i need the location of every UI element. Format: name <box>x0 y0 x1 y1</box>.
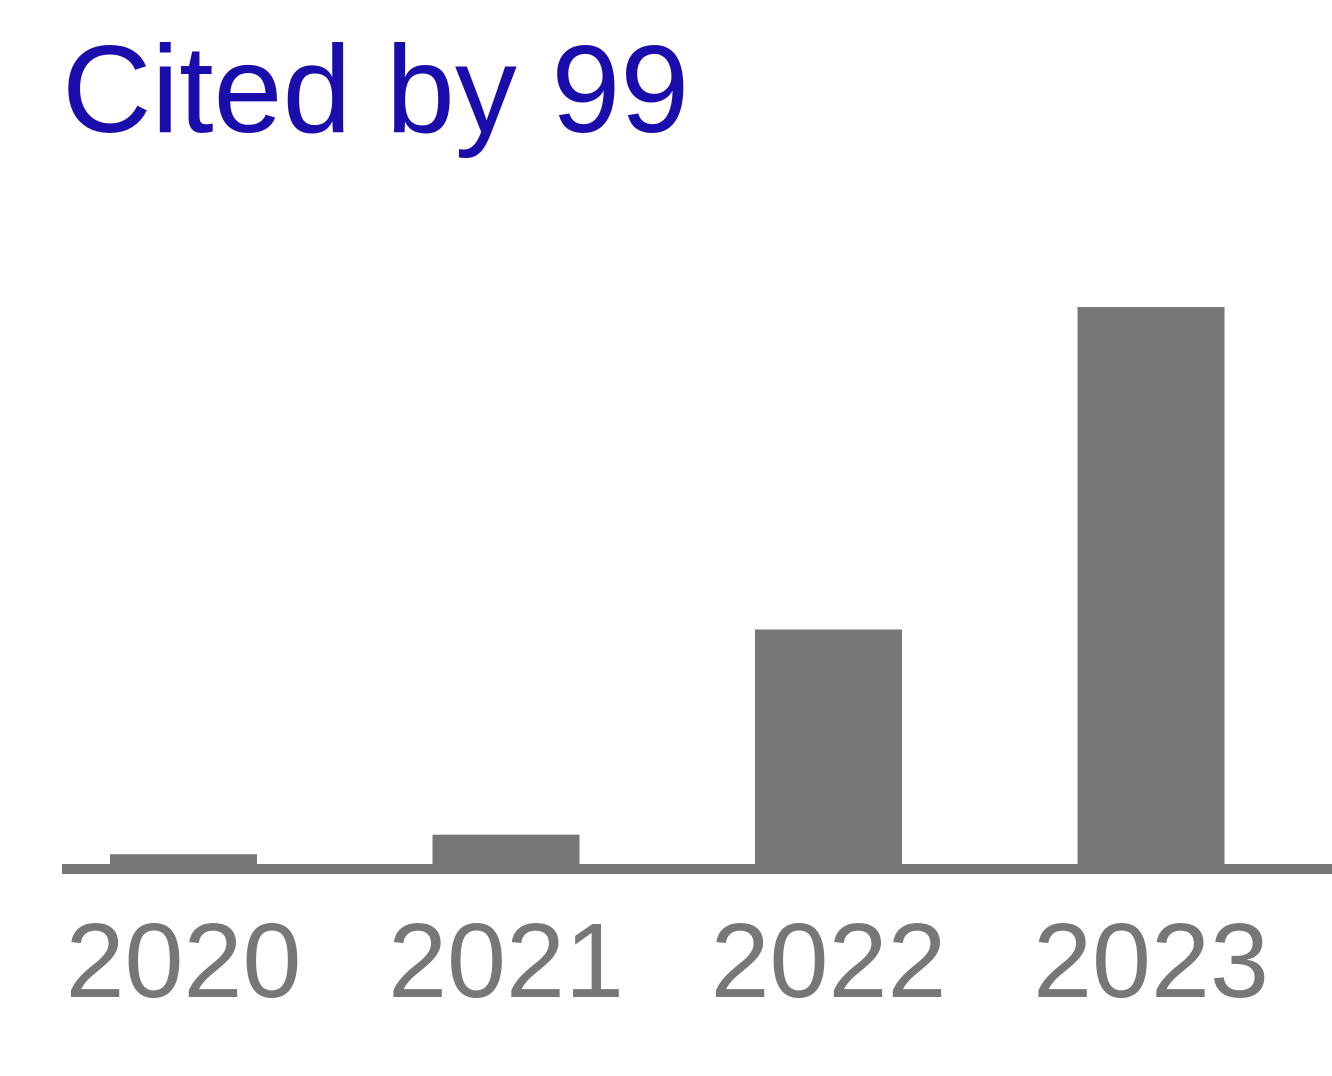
bars-group <box>110 307 1225 869</box>
tick-label-2020: 2020 <box>66 902 302 1020</box>
bar-2021[interactable] <box>432 834 580 869</box>
cited-by-link[interactable]: Cited by 99 <box>62 21 690 159</box>
tick-label-2022: 2022 <box>711 902 947 1020</box>
bar-2023[interactable] <box>1077 307 1225 869</box>
tick-labels-group: 2020 2021 2022 2023 <box>66 902 1269 1020</box>
bar-2022[interactable] <box>755 629 902 869</box>
tick-label-2021: 2021 <box>388 902 624 1020</box>
tick-label-2023: 2023 <box>1033 902 1269 1020</box>
